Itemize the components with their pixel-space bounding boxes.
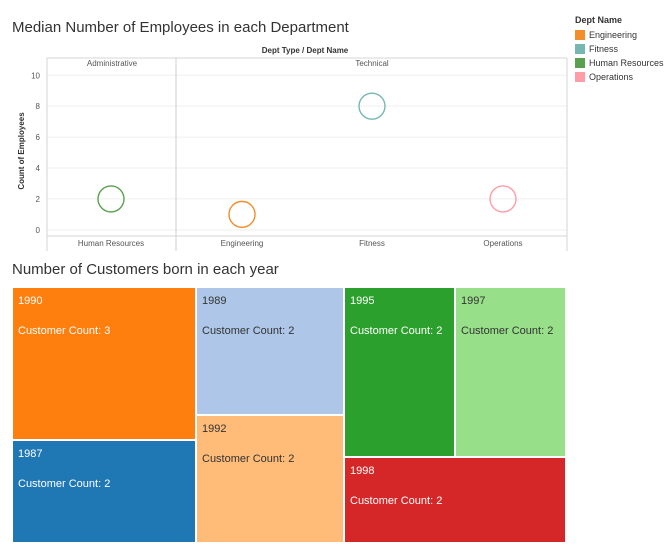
treemap-tile-value: Customer Count: 2 [202, 325, 295, 337]
y-tick-label: 10 [31, 71, 40, 80]
legend-swatch [575, 58, 585, 68]
treemap-tile-label: 1995 [350, 295, 375, 307]
data-point [489, 185, 517, 213]
treemap-tile-label: 1997 [461, 295, 486, 307]
y-axis-title: Count of Employees [17, 112, 26, 190]
legend-item: Engineering [575, 28, 664, 42]
treemap-tile-value: Customer Count: 3 [18, 325, 111, 337]
treemap-tile-label: 1990 [18, 295, 43, 307]
legend-title: Dept Name [575, 15, 623, 25]
treemap-tile: 1989 Customer Count: 2 [196, 287, 344, 415]
treemap-chart: 1990 Customer Count: 3 1987 Customer Count:… [12, 287, 566, 543]
treemap-tile-value: Customer Count: 2 [18, 478, 111, 490]
legend-label: Engineering [589, 30, 638, 40]
x-category-label: Operations [483, 239, 522, 248]
scatter-chart-title: Median Number of Employees in each Depar… [12, 19, 349, 36]
legend-label: Human Resources [589, 58, 664, 68]
legend-item: Human Resources [575, 56, 664, 70]
y-tick-label: 2 [36, 195, 41, 204]
treemap-tile: 1992 Customer Count: 2 [196, 415, 344, 543]
treemap-tile-value: Customer Count: 2 [350, 325, 443, 337]
y-tick-label: 6 [36, 133, 41, 142]
legend-item: Fitness [575, 42, 664, 56]
legend-label: Operations [589, 72, 634, 82]
y-tick-label: 0 [36, 226, 41, 235]
treemap-tile-label: 1987 [18, 448, 43, 460]
legend-item: Operations [575, 70, 664, 84]
treemap-tile: 1997 Customer Count: 2 [455, 287, 566, 457]
treemap-tile-label: 1998 [350, 465, 375, 477]
treemap-tile-value: Customer Count: 2 [461, 325, 554, 337]
data-point [358, 92, 386, 120]
x-category-label: Human Resources [78, 239, 144, 248]
treemap-tile: 1995 Customer Count: 2 [344, 287, 455, 457]
treemap-tile-value: Customer Count: 2 [350, 495, 443, 507]
legend-swatch [575, 72, 585, 82]
x-category-label: Engineering [221, 239, 264, 248]
legend-label: Fitness [589, 44, 619, 54]
treemap-chart-title: Number of Customers born in each year [12, 261, 279, 278]
treemap-tile-label: 1989 [202, 295, 227, 307]
treemap-tile: 1990 Customer Count: 3 [12, 287, 196, 440]
treemap-tile-value: Customer Count: 2 [202, 453, 295, 465]
legend-swatch [575, 44, 585, 54]
group-header-label: Administrative [87, 59, 138, 68]
data-point [97, 185, 125, 213]
treemap-tile: 1987 Customer Count: 2 [12, 440, 196, 543]
legend-swatch [575, 30, 585, 40]
x-category-label: Fitness [359, 239, 385, 248]
data-point [228, 200, 256, 229]
treemap-tile-label: 1992 [202, 423, 227, 435]
y-tick-label: 8 [36, 102, 41, 111]
column-header-label: Dept Type / Dept Name [262, 46, 349, 55]
scatter-chart: Dept Type / Dept Name Count of Employees 0… [17, 46, 568, 251]
y-tick-label: 4 [36, 164, 41, 173]
group-header-label: Technical [355, 59, 389, 68]
treemap-tile: 1998 Customer Count: 2 [344, 457, 566, 543]
legend: Dept Name Engineering Fitness Human Resour… [575, 15, 664, 84]
